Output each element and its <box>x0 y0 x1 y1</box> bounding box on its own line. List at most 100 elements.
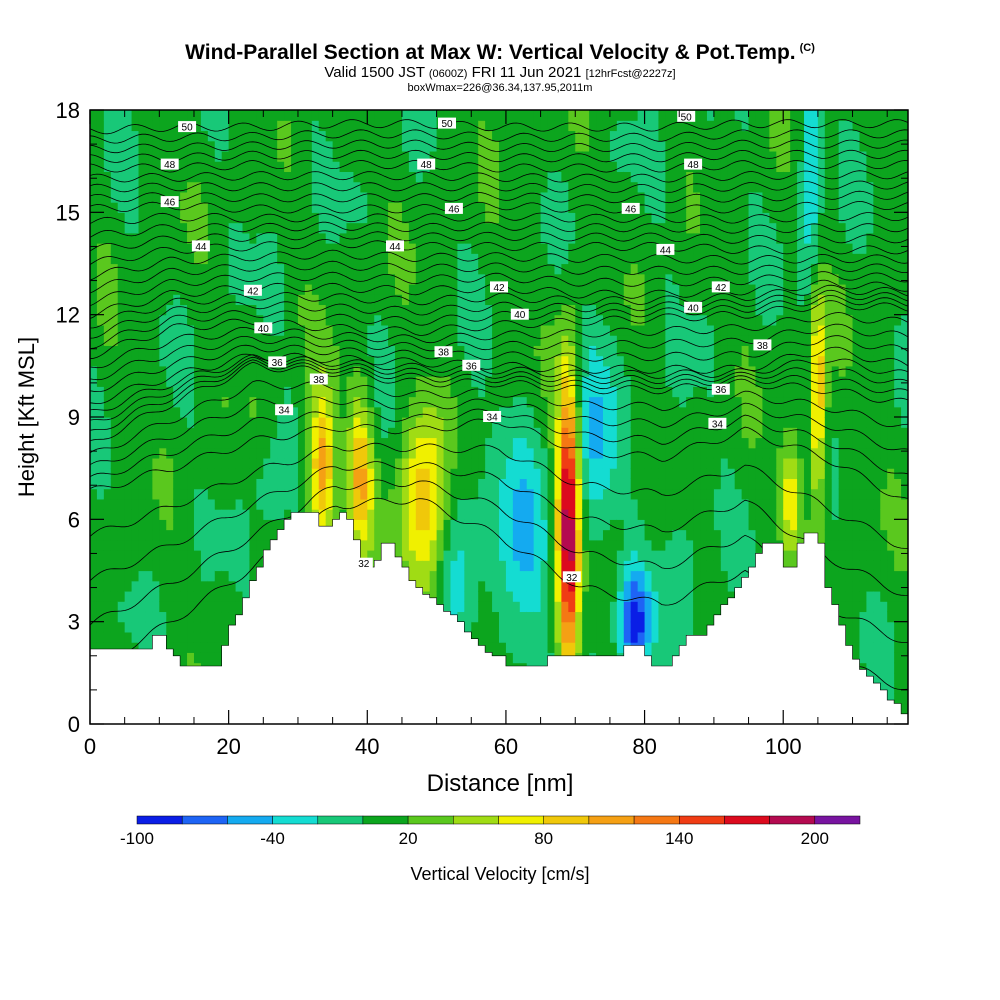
w-cell <box>124 427 133 439</box>
w-cell <box>110 304 119 316</box>
w-cell <box>90 642 98 653</box>
w-cell <box>221 171 230 183</box>
w-cell <box>471 478 479 490</box>
w-cell <box>103 498 112 510</box>
w-cell <box>505 171 514 183</box>
w-cell <box>200 222 209 234</box>
w-cell <box>658 120 666 132</box>
w-cell <box>401 560 410 572</box>
w-cell <box>221 212 230 224</box>
w-cell <box>270 243 278 254</box>
w-cell <box>568 601 576 613</box>
w-cell <box>582 243 590 254</box>
w-cell <box>110 202 119 213</box>
w-cell <box>471 171 479 183</box>
w-cell <box>193 488 202 500</box>
w-cell <box>457 570 465 582</box>
w-cell <box>332 447 341 459</box>
w-cell <box>547 130 556 142</box>
w-cell <box>193 171 202 183</box>
w-cell <box>214 580 223 592</box>
w-cell <box>408 406 417 418</box>
w-cell <box>187 365 195 377</box>
w-cell <box>353 437 361 449</box>
w-cell <box>103 611 112 623</box>
w-cell <box>311 365 320 377</box>
w-cell <box>596 150 604 162</box>
w-cell <box>367 304 375 316</box>
w-cell <box>471 550 479 561</box>
w-cell <box>533 386 542 398</box>
w-cell <box>187 324 195 336</box>
w-cell <box>651 478 660 490</box>
w-cell <box>311 273 320 285</box>
w-cell <box>187 447 195 459</box>
w-cell <box>214 529 223 541</box>
w-cell <box>436 539 445 551</box>
w-cell <box>436 324 445 336</box>
w-cell <box>540 621 549 633</box>
w-cell <box>589 396 597 408</box>
w-cell <box>464 539 472 551</box>
w-cell <box>401 396 410 408</box>
w-cell <box>249 396 257 408</box>
w-cell <box>235 437 244 449</box>
w-cell <box>117 304 126 316</box>
w-cell <box>505 355 514 367</box>
w-cell <box>602 601 611 613</box>
w-cell <box>540 161 549 172</box>
w-cell <box>166 130 174 142</box>
w-cell <box>630 243 639 254</box>
w-cell <box>110 580 119 592</box>
w-cell <box>180 509 188 520</box>
w-cell <box>284 478 292 490</box>
w-cell <box>152 386 160 398</box>
w-cell <box>644 130 653 142</box>
w-cell <box>187 294 195 306</box>
w-cell <box>658 509 666 520</box>
w-cell <box>263 150 271 162</box>
w-cell <box>547 283 556 295</box>
w-cell <box>616 560 625 572</box>
w-cell <box>332 386 341 398</box>
w-cell <box>492 519 500 531</box>
w-cell <box>249 294 257 306</box>
w-cell <box>145 232 153 244</box>
w-cell <box>103 243 112 254</box>
w-cell <box>492 120 500 132</box>
w-cell <box>554 212 562 224</box>
w-cell <box>651 509 660 520</box>
w-cell <box>478 376 486 387</box>
w-cell <box>415 447 424 459</box>
w-cell <box>360 427 368 439</box>
w-cell <box>519 150 528 162</box>
w-cell <box>602 447 611 459</box>
w-cell <box>207 560 216 572</box>
w-cell <box>492 642 500 653</box>
w-cell <box>658 222 666 234</box>
w-cell <box>228 345 237 357</box>
w-cell <box>353 140 361 152</box>
w-cell <box>464 232 472 244</box>
w-cell <box>332 417 341 428</box>
w-cell <box>589 191 597 203</box>
w-cell <box>485 519 493 531</box>
w-cell <box>485 314 493 326</box>
w-cell <box>110 150 119 162</box>
w-cell <box>124 631 133 643</box>
w-cell <box>526 181 535 193</box>
w-cell <box>429 478 438 490</box>
w-cell <box>117 324 126 336</box>
w-cell <box>422 376 431 387</box>
w-cell <box>568 294 576 306</box>
w-cell <box>554 642 562 653</box>
w-cell <box>318 509 327 520</box>
w-cell <box>492 550 500 561</box>
w-cell <box>145 529 153 541</box>
w-cell <box>242 345 251 357</box>
w-cell <box>450 171 458 183</box>
w-cell <box>533 110 542 121</box>
w-cell <box>478 345 486 357</box>
w-cell <box>637 335 646 346</box>
w-cell <box>505 427 514 439</box>
